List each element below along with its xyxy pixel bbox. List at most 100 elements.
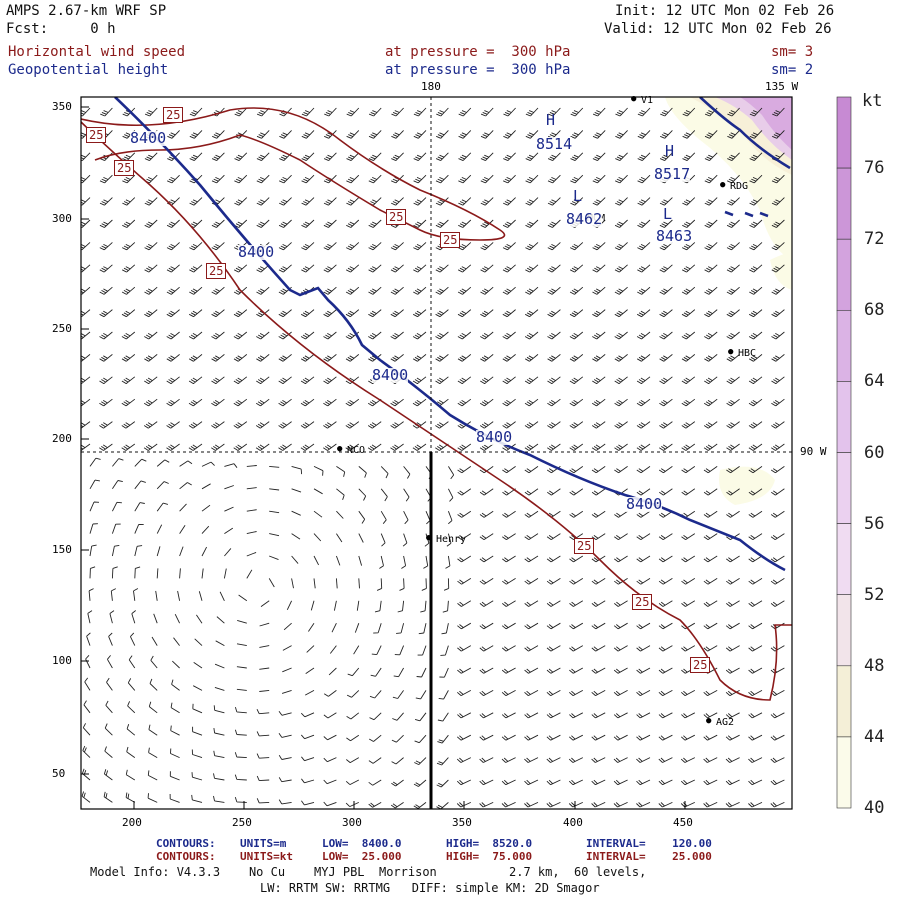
wind-barb bbox=[480, 107, 494, 117]
wind-barb bbox=[278, 331, 292, 340]
wind-barb bbox=[659, 376, 673, 384]
wind-barb bbox=[336, 510, 344, 519]
wind-barb bbox=[234, 774, 247, 781]
wind-barb bbox=[435, 376, 449, 384]
wind-barb bbox=[726, 331, 740, 340]
wind-barb bbox=[134, 523, 144, 534]
wind-barb bbox=[291, 578, 294, 589]
wind-barb bbox=[771, 242, 785, 251]
wind-barb bbox=[238, 594, 248, 602]
wind-barb bbox=[591, 645, 606, 652]
wind-barb bbox=[413, 197, 427, 206]
wind-barb bbox=[246, 531, 257, 535]
wind-barb bbox=[726, 555, 740, 563]
wind-barb bbox=[111, 544, 120, 557]
contour1-interval: INTERVAL= 120.00 bbox=[586, 837, 712, 850]
wind-barb bbox=[81, 376, 91, 384]
wind-barb bbox=[99, 354, 113, 362]
wind-barb bbox=[368, 152, 382, 162]
wind-barb bbox=[125, 769, 136, 781]
wind-barb bbox=[345, 376, 360, 384]
wind-barb bbox=[121, 331, 136, 340]
wind-barb bbox=[99, 376, 113, 384]
wind-barb bbox=[636, 645, 651, 652]
wind-barb bbox=[569, 286, 584, 295]
wind-barb bbox=[166, 309, 180, 318]
wind-barb bbox=[369, 712, 382, 721]
wind-barb bbox=[771, 197, 785, 206]
wind-barb bbox=[126, 724, 136, 736]
wind-barb bbox=[748, 443, 763, 451]
wind-barb bbox=[547, 174, 561, 184]
colorbar-label: 56 bbox=[864, 513, 885, 534]
wind-barb bbox=[658, 645, 673, 652]
wind-barb bbox=[524, 376, 539, 384]
wind-barb bbox=[390, 802, 404, 809]
wind-barb bbox=[548, 107, 561, 117]
wind-barb bbox=[637, 130, 651, 139]
wind-barb bbox=[614, 242, 628, 251]
y-tick-label: 150 bbox=[52, 543, 72, 556]
wind-barb bbox=[358, 510, 366, 524]
wind-barb bbox=[681, 578, 696, 585]
wind-barb bbox=[524, 690, 539, 696]
wind-barb bbox=[346, 130, 360, 139]
wind-barb bbox=[479, 757, 494, 763]
wind-barb bbox=[256, 331, 270, 340]
wind-barb bbox=[166, 286, 180, 295]
wind-barb bbox=[127, 701, 136, 714]
wind-barb bbox=[502, 398, 516, 407]
wind-barb bbox=[524, 645, 539, 652]
wind-barb bbox=[390, 242, 404, 251]
wind-barb bbox=[345, 443, 360, 451]
wind-barb bbox=[479, 421, 494, 429]
wind-barb bbox=[704, 264, 718, 273]
wind-barb bbox=[233, 443, 248, 451]
wind-barb bbox=[376, 578, 383, 591]
wind-barb bbox=[568, 757, 583, 763]
wind-barb bbox=[333, 600, 337, 611]
wind-barb bbox=[346, 174, 360, 184]
wind-barb bbox=[345, 354, 360, 362]
wind-barb bbox=[329, 645, 337, 654]
wind-barb bbox=[82, 745, 91, 758]
wind-barb bbox=[301, 778, 315, 784]
wind-barb bbox=[391, 130, 404, 139]
wind-barb bbox=[279, 174, 292, 184]
wind-barb bbox=[233, 309, 248, 318]
wind-barb bbox=[99, 242, 113, 251]
contour2-label: CONTOURS: bbox=[156, 850, 216, 863]
wind-barb bbox=[416, 667, 427, 678]
wind-barb bbox=[394, 645, 405, 656]
wind-barb bbox=[380, 533, 386, 547]
wind-barb bbox=[547, 197, 561, 206]
wind-barb bbox=[368, 286, 382, 295]
wind-barb bbox=[233, 398, 248, 407]
wind-barb bbox=[147, 793, 158, 803]
wind-barb bbox=[456, 734, 472, 741]
wind-barb bbox=[278, 309, 292, 318]
wind-barb bbox=[703, 645, 718, 652]
wind-barb bbox=[166, 398, 180, 407]
wind-barb bbox=[224, 485, 234, 490]
wind-barb bbox=[525, 264, 539, 273]
height-contour-label: 8514 bbox=[536, 135, 573, 153]
wind-barb bbox=[144, 286, 158, 295]
wind-barb bbox=[323, 734, 337, 741]
wind-barb bbox=[121, 286, 136, 295]
colorbar-label: 44 bbox=[864, 726, 885, 747]
wind-barb bbox=[569, 488, 584, 496]
colorbar-label: 72 bbox=[864, 229, 885, 250]
wind-barb bbox=[682, 242, 696, 251]
wind-barb bbox=[681, 600, 696, 607]
wind-barb bbox=[770, 757, 785, 763]
wind-barb bbox=[435, 264, 449, 273]
wind-barb bbox=[613, 712, 628, 719]
wind-barb bbox=[681, 264, 696, 273]
wind-barb bbox=[192, 703, 203, 714]
wind-barb bbox=[255, 421, 270, 429]
wind-barb bbox=[81, 309, 91, 318]
wind-barb bbox=[111, 523, 121, 534]
wind-barb bbox=[171, 660, 180, 669]
wind-barb bbox=[403, 488, 410, 502]
